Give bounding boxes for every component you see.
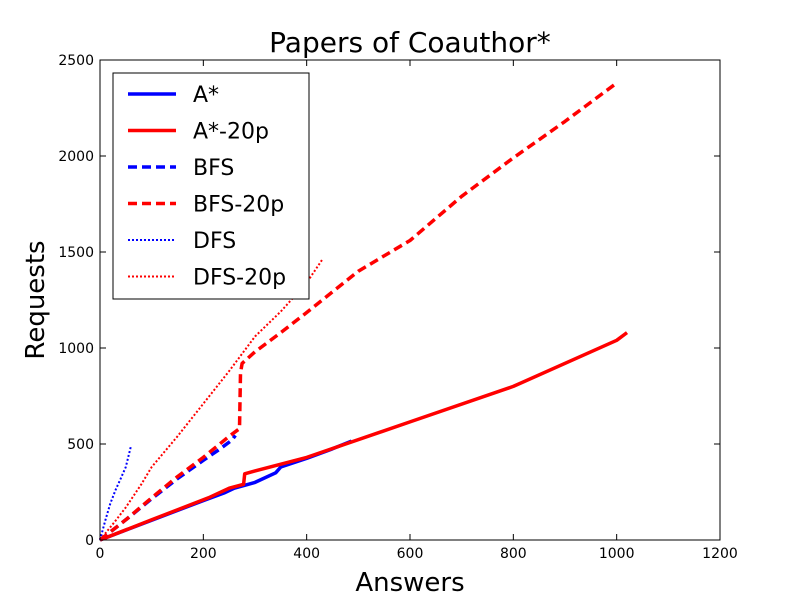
series-line-3 (98, 81, 618, 542)
legend-label-0: A* (193, 83, 219, 108)
y-tick-label: 1500 (58, 245, 94, 261)
legend-box (112, 72, 310, 300)
series-line-1 (99, 331, 629, 542)
legend-label-3: BFS-20p (193, 193, 284, 218)
axis-ticks: 0 200 400 600 800 1000 1200 0 500 1000 1500 2000 250… (58, 53, 737, 562)
x-tick-label: 600 (397, 546, 424, 562)
y-axis-label: Requests (21, 240, 51, 359)
y-tick-label: 2000 (58, 149, 94, 165)
chart-title: Papers of Coauthor* (269, 26, 551, 59)
legend-label-2: BFS (193, 156, 234, 181)
x-axis-label: Answers (355, 568, 464, 598)
series-line-4 (99, 445, 132, 541)
x-tick-label: 200 (190, 546, 217, 562)
x-tick-label: 800 (500, 546, 527, 562)
plot-area (98, 81, 629, 542)
legend-label-1: A*-20p (193, 120, 269, 145)
x-tick-label: 1200 (702, 546, 738, 562)
y-tick-label: 1000 (58, 341, 94, 357)
x-tick-label: 1000 (599, 546, 635, 562)
x-tick-label: 400 (293, 546, 320, 562)
legend-label-4: DFS (193, 229, 236, 254)
y-tick-label: 0 (85, 533, 94, 549)
y-tick-label: 2500 (58, 53, 94, 69)
legend: A* A*-20p BFS BFS-20p DFS DFS-20p (112, 72, 310, 300)
series-line-2 (98, 434, 237, 542)
legend-label-5: DFS-20p (193, 266, 286, 291)
x-tick-label: 0 (96, 546, 105, 562)
y-tick-label: 500 (67, 437, 94, 453)
